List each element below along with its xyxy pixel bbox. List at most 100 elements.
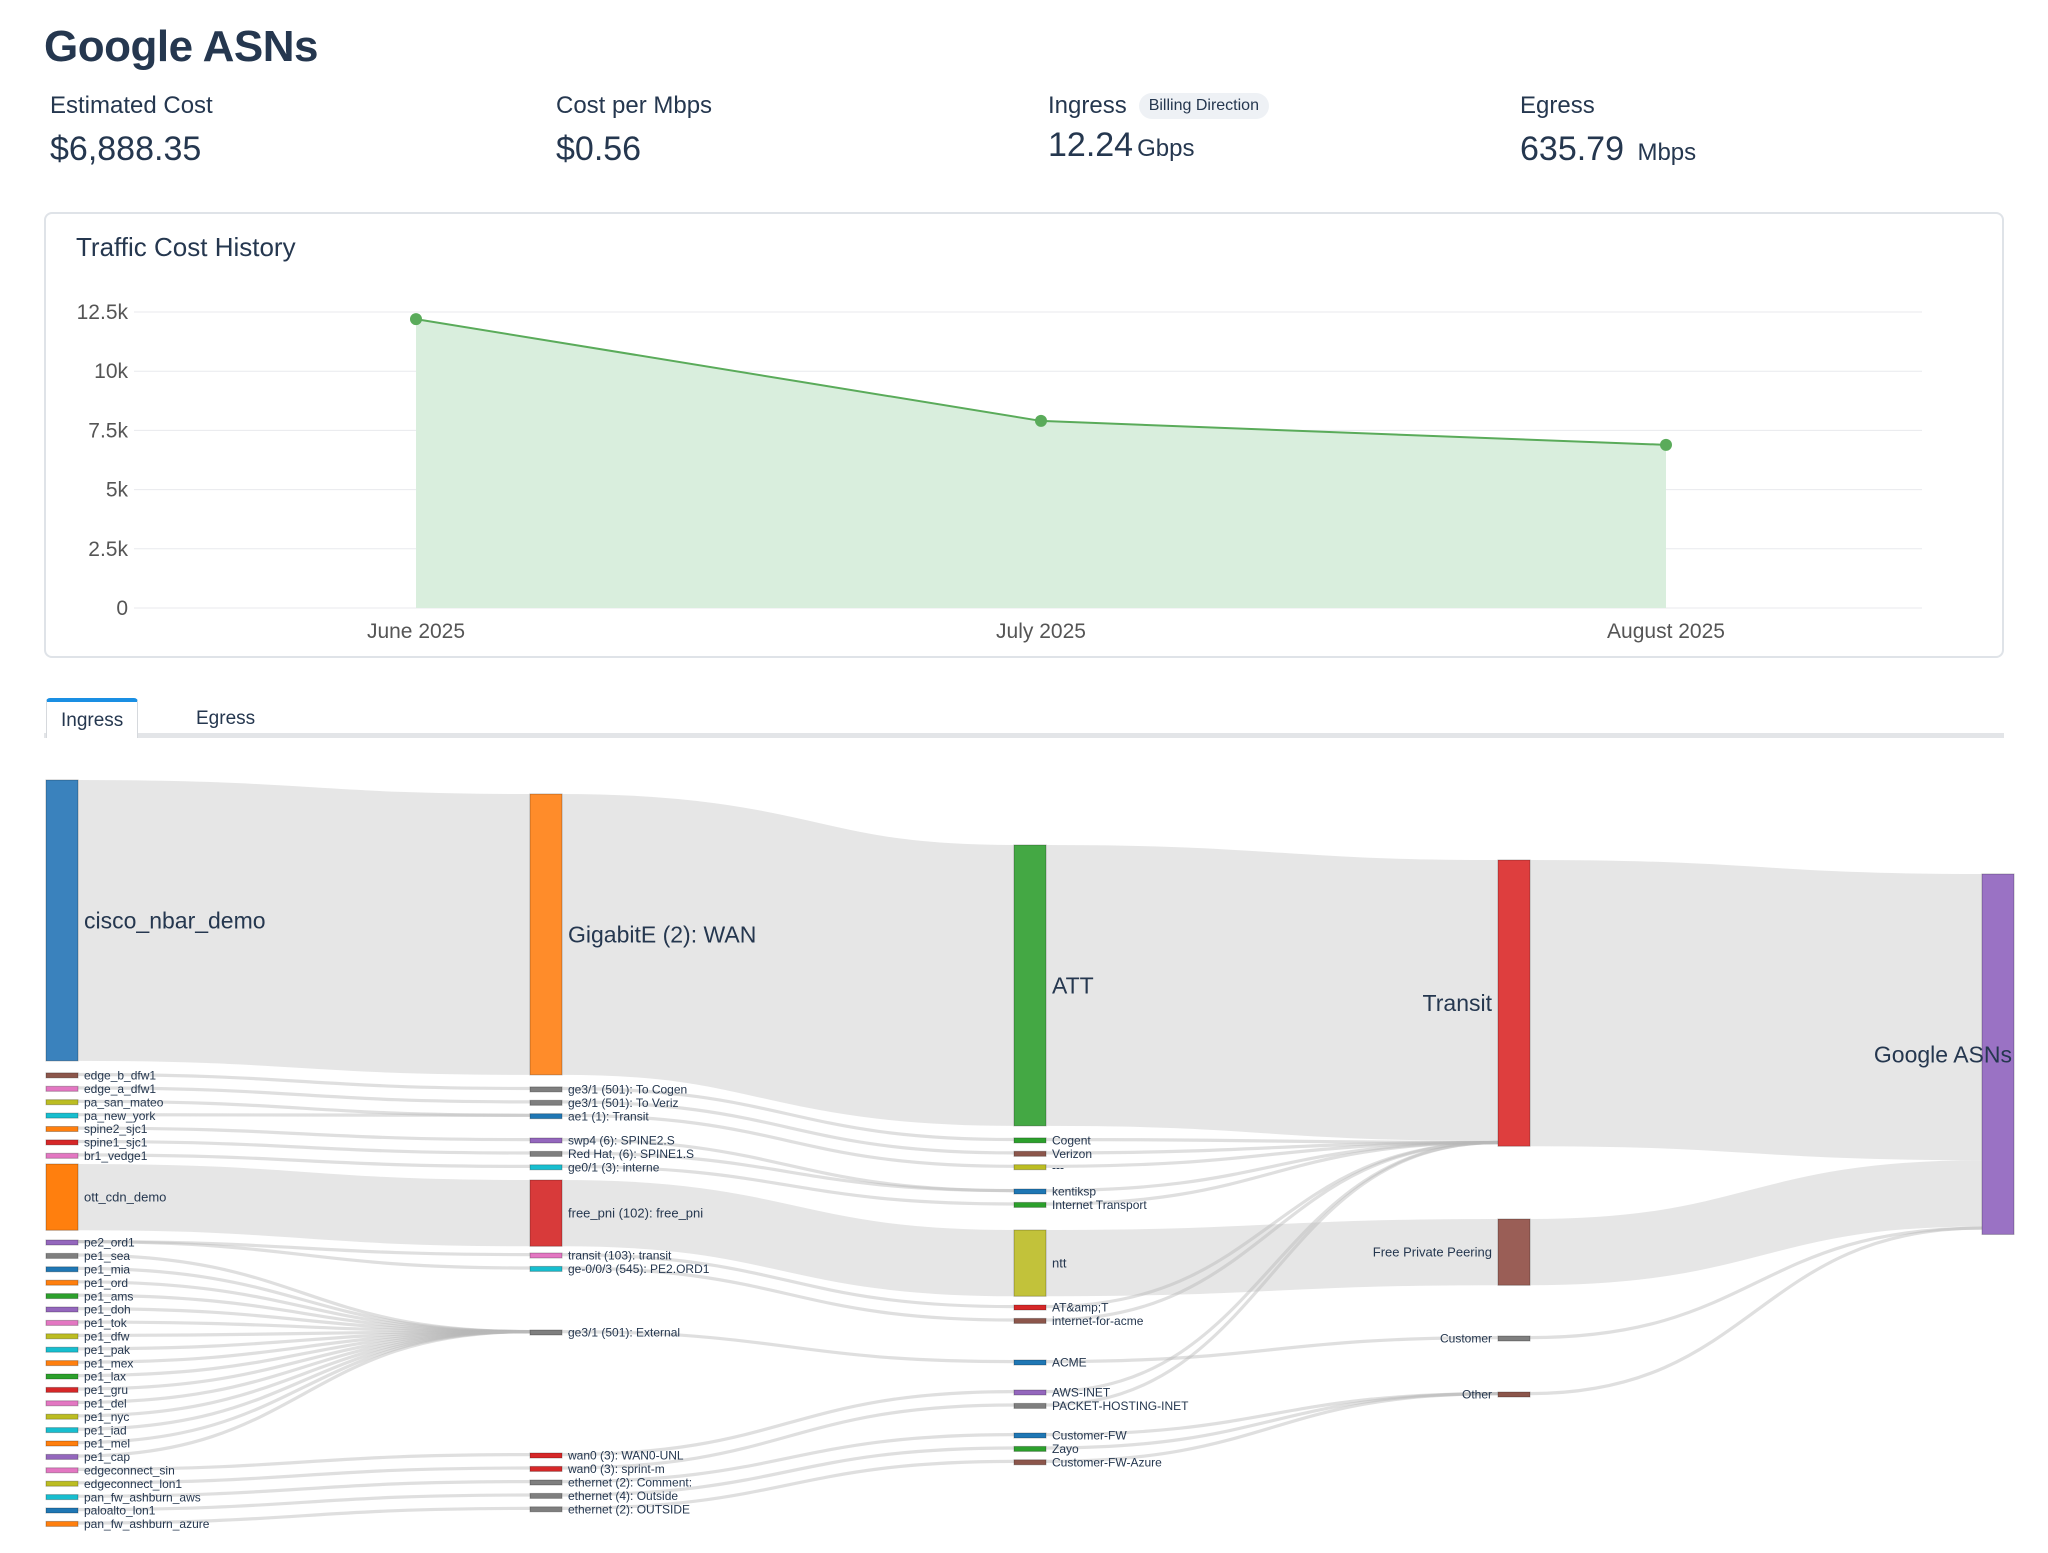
sankey-node[interactable] <box>45 1152 79 1159</box>
sankey-node[interactable] <box>45 1293 79 1300</box>
sankey-link[interactable] <box>77 1330 531 1418</box>
sankey-node[interactable] <box>45 779 79 1062</box>
sankey-node[interactable] <box>529 793 563 1076</box>
sankey-node[interactable] <box>529 1137 563 1144</box>
sankey-link[interactable] <box>77 1330 531 1351</box>
sankey-node[interactable] <box>529 1179 563 1247</box>
sankey-link[interactable] <box>561 1433 1015 1484</box>
sankey-link[interactable] <box>1045 1140 1499 1168</box>
sankey-link[interactable] <box>561 1138 1015 1193</box>
sankey-link[interactable] <box>77 1330 531 1404</box>
sankey-node[interactable] <box>45 1139 79 1146</box>
sankey-node[interactable] <box>45 1360 79 1367</box>
sankey-node[interactable] <box>45 1072 79 1079</box>
sankey-link[interactable] <box>1045 1336 1499 1364</box>
sankey-node[interactable] <box>529 1099 563 1106</box>
tab-egress[interactable]: Egress <box>196 708 256 729</box>
sankey-link[interactable] <box>77 1506 531 1525</box>
sankey-link[interactable] <box>1045 1140 1499 1193</box>
sankey-link[interactable] <box>77 1293 531 1334</box>
sankey-node[interactable] <box>1497 1335 1531 1342</box>
sankey-node[interactable] <box>45 1266 79 1273</box>
sankey-node[interactable] <box>1013 1389 1047 1396</box>
sankey-node[interactable] <box>1497 859 1531 1147</box>
sankey-link[interactable] <box>77 1164 531 1247</box>
sankey-node[interactable] <box>45 1085 79 1092</box>
sankey-node[interactable] <box>45 1400 79 1407</box>
data-point[interactable] <box>1660 438 1672 451</box>
sankey-node[interactable] <box>1497 1218 1531 1286</box>
sankey-link[interactable] <box>561 1151 1015 1193</box>
sankey-link[interactable] <box>561 1180 1015 1297</box>
sankey-node[interactable] <box>529 1479 563 1486</box>
sankey-node[interactable] <box>45 1386 79 1393</box>
sankey-link[interactable] <box>77 1280 531 1334</box>
sankey-link[interactable] <box>1045 1392 1499 1463</box>
sankey-link[interactable] <box>77 1330 531 1458</box>
sankey-node[interactable] <box>1013 1445 1047 1452</box>
sankey-link[interactable] <box>77 1466 531 1485</box>
sankey-link[interactable] <box>77 1493 531 1512</box>
sankey-link[interactable] <box>77 1086 531 1104</box>
tab-ingress[interactable]: Ingress <box>46 698 138 738</box>
sankey-link[interactable] <box>77 1113 531 1117</box>
sankey-link[interactable] <box>77 1153 531 1168</box>
sankey-link[interactable] <box>561 1100 1015 1155</box>
sankey-link[interactable] <box>77 1480 531 1498</box>
sankey-link[interactable] <box>1045 1392 1499 1437</box>
sankey-link[interactable] <box>77 1330 531 1337</box>
sankey-node[interactable] <box>529 1506 563 1513</box>
sankey-node[interactable] <box>45 1239 79 1246</box>
sankey-node[interactable] <box>1013 1164 1047 1171</box>
sankey-link[interactable] <box>77 1330 531 1378</box>
sankey-node[interactable] <box>45 1453 79 1460</box>
sankey-link[interactable] <box>77 1253 531 1334</box>
sankey-link[interactable] <box>1045 1140 1499 1309</box>
sankey-node[interactable] <box>45 1306 79 1313</box>
sankey-link[interactable] <box>1045 1140 1499 1394</box>
sankey-node[interactable] <box>529 1492 563 1499</box>
sankey-node[interactable] <box>529 1252 563 1259</box>
sankey-node[interactable] <box>1013 1402 1047 1409</box>
sankey-link[interactable] <box>77 1266 531 1334</box>
sankey-node[interactable] <box>1013 1188 1047 1195</box>
sankey-node[interactable] <box>1981 873 2015 1235</box>
sankey-link[interactable] <box>561 794 1015 1126</box>
sankey-node[interactable] <box>1013 1317 1047 1324</box>
sankey-link[interactable] <box>1045 1137 1499 1145</box>
sankey-link[interactable] <box>1045 1140 1499 1155</box>
sankey-link[interactable] <box>561 1164 1015 1206</box>
sankey-node[interactable] <box>1013 1229 1047 1297</box>
sankey-node[interactable] <box>529 1150 563 1157</box>
sankey-node[interactable] <box>1013 1359 1047 1366</box>
sankey-node[interactable] <box>1013 1432 1047 1439</box>
sankey-link[interactable] <box>77 1126 531 1142</box>
sankey-node[interactable] <box>529 1329 563 1336</box>
sankey-node[interactable] <box>1013 844 1047 1127</box>
sankey-link[interactable] <box>1045 845 1499 1141</box>
sankey-node[interactable] <box>1013 1304 1047 1311</box>
sankey-link[interactable] <box>561 1403 1015 1470</box>
sankey-link[interactable] <box>561 1253 1015 1309</box>
sankey-node[interactable] <box>45 1112 79 1119</box>
sankey-link[interactable] <box>77 1139 531 1155</box>
sankey-node[interactable] <box>529 1452 563 1459</box>
sankey-link[interactable] <box>561 1330 1015 1364</box>
sankey-node[interactable] <box>45 1440 79 1447</box>
sankey-link[interactable] <box>77 1330 531 1391</box>
sankey-link[interactable] <box>1045 1392 1499 1450</box>
sankey-link[interactable] <box>561 1266 1015 1322</box>
data-point[interactable] <box>1035 414 1047 427</box>
sankey-node[interactable] <box>45 1319 79 1326</box>
sankey-node[interactable] <box>45 1099 79 1106</box>
sankey-link[interactable] <box>77 1453 531 1471</box>
sankey-node[interactable] <box>45 1494 79 1501</box>
sankey-node[interactable] <box>45 1333 79 1340</box>
sankey-node[interactable] <box>45 1346 79 1353</box>
sankey-link[interactable] <box>77 1072 531 1091</box>
sankey-link[interactable] <box>77 1330 531 1431</box>
sankey-link[interactable] <box>1529 1226 1983 1340</box>
sankey-link[interactable] <box>77 1320 531 1334</box>
sankey-node[interactable] <box>45 1520 79 1527</box>
sankey-link[interactable] <box>77 780 531 1075</box>
